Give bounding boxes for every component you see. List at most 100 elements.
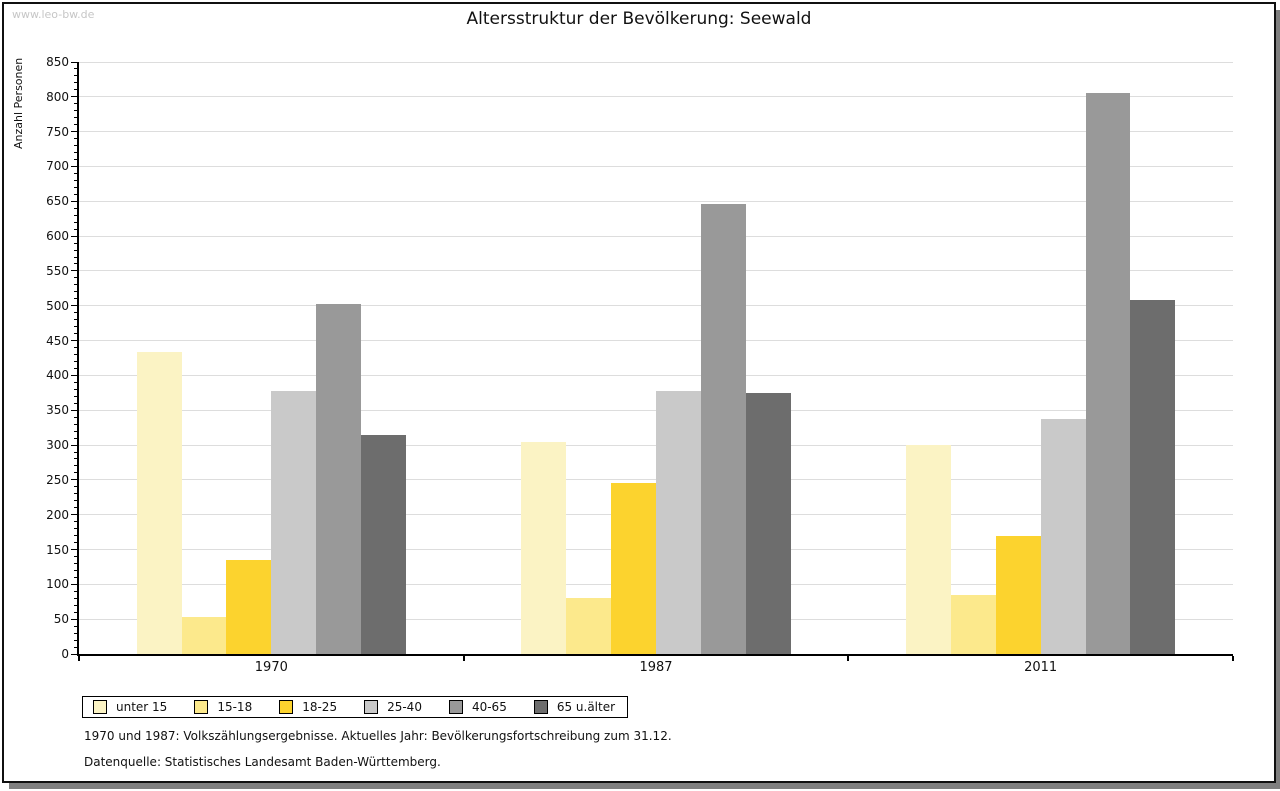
bar-1987-unter-15 (521, 441, 567, 654)
legend-item-18-25: 18-25 (279, 700, 337, 714)
legend-item-65-u.älter: 65 u.älter (533, 700, 616, 714)
legend-item-15-18: 15-18 (194, 700, 252, 714)
gridline (79, 235, 1233, 237)
y-axis-major-tick (71, 200, 77, 202)
y-axis-major-tick (71, 514, 77, 516)
y-axis-minor-tick (74, 646, 77, 648)
y-axis-tick-label: 650 (46, 194, 69, 209)
bar-1970-unter-15 (136, 352, 182, 654)
legend-item-40-65: 40-65 (448, 700, 507, 714)
legend-label: 65 u.älter (556, 700, 616, 714)
y-axis-minor-tick (74, 458, 77, 460)
y-axis-tick-label: 100 (46, 577, 69, 592)
gridline (79, 131, 1233, 133)
y-axis-minor-tick (74, 632, 77, 634)
chart-title: Altersstruktur der Bevölkerung: Seewald (466, 9, 812, 29)
footnote-dataquelle: Datenquelle: Statistisches Landesamt Bad… (84, 755, 441, 769)
plot-area: 0 50 100 150 200 250 300 350 400 450 500 550 600 650 7… (46, 55, 1234, 675)
y-axis-minor-tick (74, 569, 77, 571)
y-axis-minor-tick (74, 625, 77, 627)
bar-2011-65-u.älter (1130, 300, 1176, 654)
y-axis-tick-label: 400 (46, 368, 69, 383)
y-axis-minor-tick (74, 451, 77, 453)
y-axis-tick-label: 350 (46, 403, 69, 418)
y-axis-minor-tick (74, 110, 77, 112)
y-axis-major-tick (71, 374, 77, 376)
y-axis-minor-tick (74, 562, 77, 564)
x-axis-category-label: 2011 (1024, 660, 1058, 675)
y-axis-minor-tick (74, 312, 77, 314)
x-axis-tick (78, 656, 80, 661)
y-axis-minor-tick (74, 333, 77, 335)
legend-label: 40-65 (471, 700, 507, 714)
y-axis-minor-tick (74, 82, 77, 84)
y-axis-minor-tick (74, 326, 77, 328)
watermark-text: www.leo-bw.de (12, 8, 95, 21)
y-axis-minor-tick (74, 388, 77, 390)
y-axis-minor-tick (74, 611, 77, 613)
bar-1970-25-40 (271, 390, 317, 654)
y-axis-major-tick (71, 61, 77, 63)
y-axis-minor-tick (74, 298, 77, 300)
y-axis-major-tick (71, 583, 77, 585)
y-axis-minor-tick (74, 555, 77, 557)
y-axis-tick-label: 150 (46, 542, 69, 557)
y-axis-minor-tick (74, 89, 77, 91)
y-axis-minor-tick (74, 500, 77, 502)
y-axis-minor-tick (74, 291, 77, 293)
y-axis-minor-tick (74, 542, 77, 544)
y-axis-tick-label: 450 (46, 333, 69, 348)
y-axis-minor-tick (74, 221, 77, 223)
gridline (79, 374, 1233, 376)
y-axis-tick-label: 500 (46, 298, 69, 313)
y-axis-major-tick (71, 444, 77, 446)
y-axis-major-tick (71, 165, 77, 167)
y-axis-minor-tick (74, 423, 77, 425)
y-axis-minor-tick (74, 347, 77, 349)
y-axis-tick-label: 250 (46, 472, 69, 487)
gridline (79, 340, 1233, 342)
y-axis-tick-label: 50 (53, 612, 69, 627)
gridline (79, 305, 1233, 307)
y-axis-minor-tick (74, 395, 77, 397)
y-axis-minor-tick (74, 277, 77, 279)
y-axis-minor-tick (74, 214, 77, 216)
bar-1970-18-25 (226, 559, 272, 654)
y-axis-tick-label: 700 (46, 159, 69, 174)
y-axis-minor-tick (74, 242, 77, 244)
y-axis-minor-tick (74, 486, 77, 488)
y-axis-tick-label: 850 (46, 55, 69, 69)
y-axis-major-tick (71, 131, 77, 133)
legend-label: unter 15 (116, 700, 168, 714)
y-axis-minor-tick (74, 590, 77, 592)
legend-label: 25-40 (387, 700, 422, 714)
y-axis-minor-tick (74, 437, 77, 439)
y-axis-minor-tick (74, 507, 77, 509)
bar-1970-40-65 (316, 304, 362, 654)
y-axis-minor-tick (74, 159, 77, 160)
y-axis-minor-tick (74, 430, 77, 432)
y-axis-minor-tick (74, 535, 77, 537)
legend-swatch (194, 700, 209, 714)
y-axis-major-tick (71, 653, 77, 655)
y-axis-minor-tick (74, 465, 77, 467)
legend-swatch (364, 700, 379, 714)
legend-label: 15-18 (217, 700, 253, 714)
legend-item-25-40: 25-40 (364, 700, 422, 714)
x-axis-tick (847, 656, 850, 661)
legend-label: 18-25 (302, 700, 338, 714)
y-axis-minor-tick (74, 354, 77, 356)
y-axis-major-tick (71, 270, 77, 272)
x-axis-category-label: 1987 (639, 660, 673, 675)
y-axis-minor-tick (74, 521, 77, 523)
y-axis-major-tick (71, 479, 77, 481)
y-axis-minor-tick (74, 249, 77, 251)
y-axis-minor-tick (74, 138, 77, 140)
y-axis-major-tick (71, 235, 77, 237)
gridline (79, 270, 1233, 272)
y-axis-minor-tick (74, 124, 77, 126)
x-axis-tick (1232, 656, 1234, 661)
gridline (79, 96, 1233, 98)
y-axis-minor-tick (74, 367, 77, 369)
y-axis-minor-tick (74, 472, 77, 474)
